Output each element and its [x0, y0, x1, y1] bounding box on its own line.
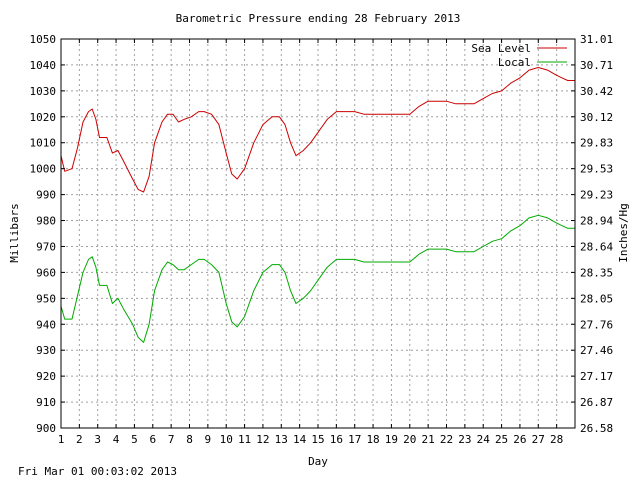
y-tick-label-left: 1010: [30, 137, 57, 150]
y-tick-label-left: 1020: [30, 111, 57, 124]
x-tick-label: 13: [275, 433, 288, 446]
x-tick-label: 23: [458, 433, 471, 446]
y-axis-label-left: Millibars: [8, 203, 21, 263]
x-tick-label: 15: [311, 433, 324, 446]
timestamp: Fri Mar 01 00:03:02 2013: [18, 465, 177, 478]
x-tick-label: 20: [403, 433, 416, 446]
x-tick-label: 28: [550, 433, 563, 446]
x-tick-label: 1: [58, 433, 65, 446]
x-tick-label: 21: [422, 433, 435, 446]
x-tick-label: 25: [495, 433, 508, 446]
series-line-local: [60, 214, 575, 343]
x-tick-label: 24: [477, 433, 491, 446]
y-tick-label-left: 950: [36, 292, 56, 305]
series-layer: [60, 67, 575, 343]
x-tick-label: 16: [330, 433, 343, 446]
grid-layer: [61, 39, 575, 428]
y-tick-label-left: 990: [36, 189, 56, 202]
x-tick-label: 14: [293, 433, 307, 446]
y-tick-label-right: 27.76: [580, 318, 613, 331]
x-tick-label: 2: [76, 433, 83, 446]
y-tick-label-right: 29.83: [580, 137, 613, 150]
y-tick-label-right: 29.53: [580, 163, 613, 176]
x-tick-label: 12: [256, 433, 269, 446]
y-tick-label-left: 1040: [30, 59, 57, 72]
y-tick-label-left: 970: [36, 240, 56, 253]
y-tick-label-right: 30.12: [580, 111, 613, 124]
y-tick-label-right: 26.87: [580, 396, 613, 409]
y-tick-label-left: 940: [36, 318, 56, 331]
y-tick-label-left: 920: [36, 370, 56, 383]
x-tick-label: 26: [513, 433, 526, 446]
y-tick-label-right: 26.58: [580, 422, 613, 435]
y-tick-label-right: 29.23: [580, 189, 613, 202]
x-tick-label: 9: [205, 433, 212, 446]
x-tick-label: 8: [186, 433, 193, 446]
y-tick-label-right: 27.46: [580, 344, 613, 357]
x-tick-label: 17: [348, 433, 361, 446]
y-tick-label-right: 30.71: [580, 59, 613, 72]
y-tick-label-left: 900: [36, 422, 56, 435]
x-tick-label: 22: [440, 433, 453, 446]
y-tick-label-right: 27.17: [580, 370, 613, 383]
x-tick-label: 3: [94, 433, 101, 446]
y-tick-label-left: 910: [36, 396, 56, 409]
y-tick-label-right: 30.42: [580, 85, 613, 98]
legend-label-local: Local: [498, 56, 531, 69]
y-axis-label-right: Inches/Hg: [617, 203, 630, 263]
x-tick-label: 27: [532, 433, 545, 446]
y-tick-label-left: 980: [36, 215, 56, 228]
y-tick-label-right: 28.64: [580, 240, 613, 253]
y-tick-label-left: 1050: [30, 33, 57, 46]
x-tick-label: 5: [131, 433, 138, 446]
y-tick-label-right: 28.94: [580, 215, 613, 228]
x-tick-label: 19: [385, 433, 398, 446]
x-tick-label: 6: [149, 433, 156, 446]
series-line-sea-level: [60, 67, 575, 193]
y-tick-label-right: 28.35: [580, 266, 613, 279]
y-tick-label-right: 28.05: [580, 292, 613, 305]
legend: Sea Level Local: [471, 42, 567, 69]
y-tick-label-left: 930: [36, 344, 56, 357]
y-tick-label-right: 31.01: [580, 33, 613, 46]
y-tick-label-left: 1000: [30, 163, 57, 176]
y-tick-label-left: 1030: [30, 85, 57, 98]
y-tick-label-left: 960: [36, 266, 56, 279]
legend-label-sea-level: Sea Level: [471, 42, 531, 55]
x-axis-label: Day: [308, 455, 328, 468]
chart-title: Barometric Pressure ending 28 February 2…: [176, 12, 461, 25]
x-tick-label: 10: [220, 433, 233, 446]
x-tick-label: 4: [113, 433, 120, 446]
x-tick-label: 11: [238, 433, 251, 446]
x-tick-label: 7: [168, 433, 175, 446]
x-tick-label: 18: [366, 433, 379, 446]
